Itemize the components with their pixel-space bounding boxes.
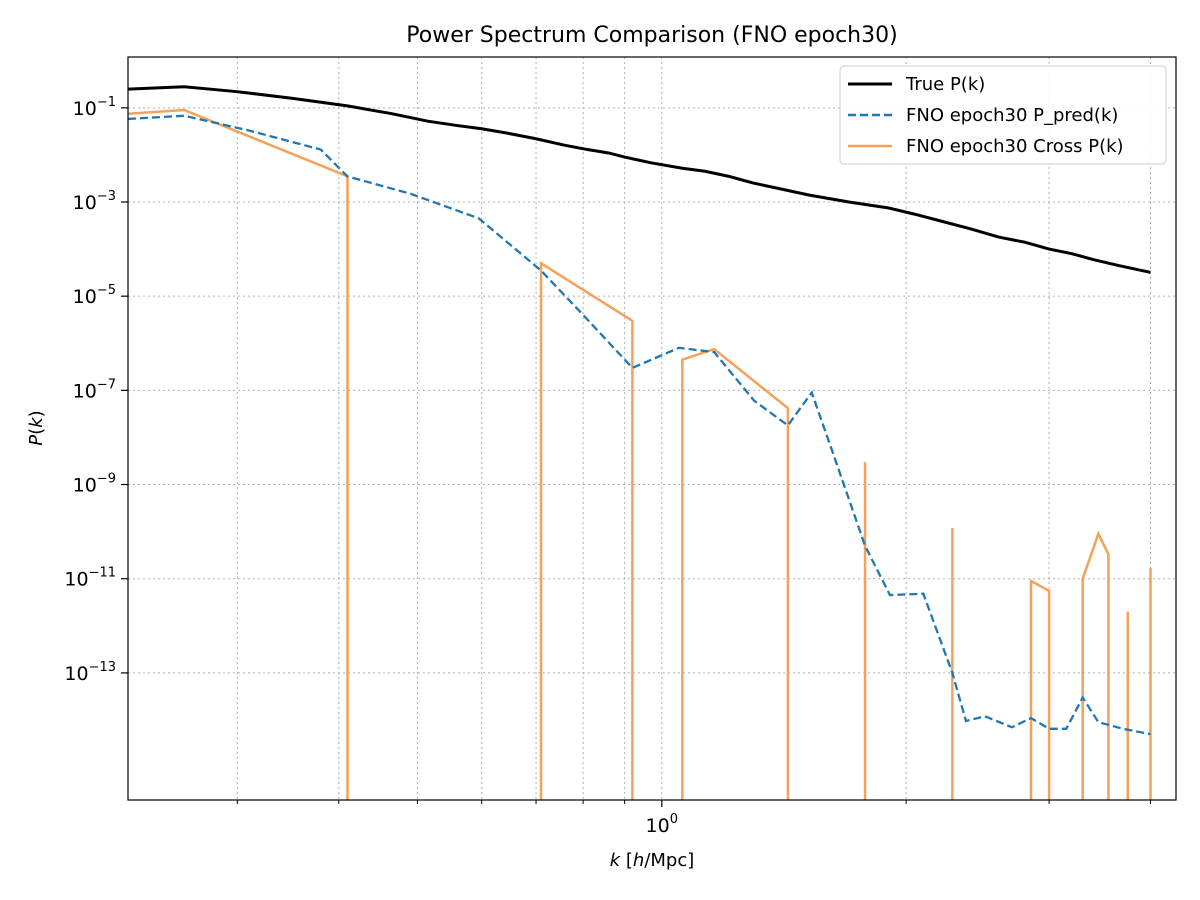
cross-pk-line-segment (128, 108, 349, 800)
legend-box (839, 65, 1167, 165)
y-tick-label: 10−3 (73, 189, 116, 214)
chart-title: Power Spectrum Comparison (FNO epoch30) (406, 23, 897, 48)
x-axis-label-part-3: h (633, 850, 644, 871)
y-tick-label: 10−1 (73, 95, 116, 120)
axis-ticks: 100 10−13 10−11 10−9 10−7 10−5 10−3 10−1 (64, 95, 1152, 837)
series-layer (128, 85, 1152, 800)
legend: True P(k) FNO epoch30 P_pred(k) FNO epoc… (839, 65, 1167, 165)
y-axis-label-part-3: k (26, 416, 47, 428)
true-pk-line (128, 85, 1151, 274)
plot-frame (127, 56, 1177, 801)
x-tick-label: 100 (646, 812, 678, 837)
grid-lines (128, 57, 1176, 800)
cross-pk-line-segment (1081, 530, 1110, 800)
y-tick-label: 10−13 (64, 660, 116, 685)
legend-label-true: True P(k) (905, 74, 985, 95)
cross-pk-line-segment (681, 347, 790, 800)
y-tick-label: 10−11 (64, 566, 116, 591)
y-axis-label-part-4: ) (26, 410, 47, 417)
y-tick-label: 10−7 (73, 377, 116, 402)
y-axis-label-part-2: ( (26, 428, 47, 435)
x-axis-label-part-2: [ (620, 850, 633, 871)
x-axis-label-part-1: k (610, 850, 622, 871)
y-axis-label: P(k) (26, 410, 47, 445)
x-axis-label-part-4: /Mpc] (644, 850, 694, 871)
cross-pk-line-segment (539, 261, 634, 800)
legend-label-pred: FNO epoch30 P_pred(k) (906, 105, 1118, 126)
y-axis-label-part-1: P (26, 435, 47, 446)
x-axis-label: k [h/Mpc] (610, 850, 695, 871)
y-tick-label: 10−5 (73, 283, 116, 308)
pred-pk-line (128, 114, 1151, 736)
legend-label-cross: FNO epoch30 Cross P(k) (906, 136, 1124, 157)
cross-pk-line-segment (1029, 578, 1051, 800)
y-tick-label: 10−9 (73, 472, 116, 497)
